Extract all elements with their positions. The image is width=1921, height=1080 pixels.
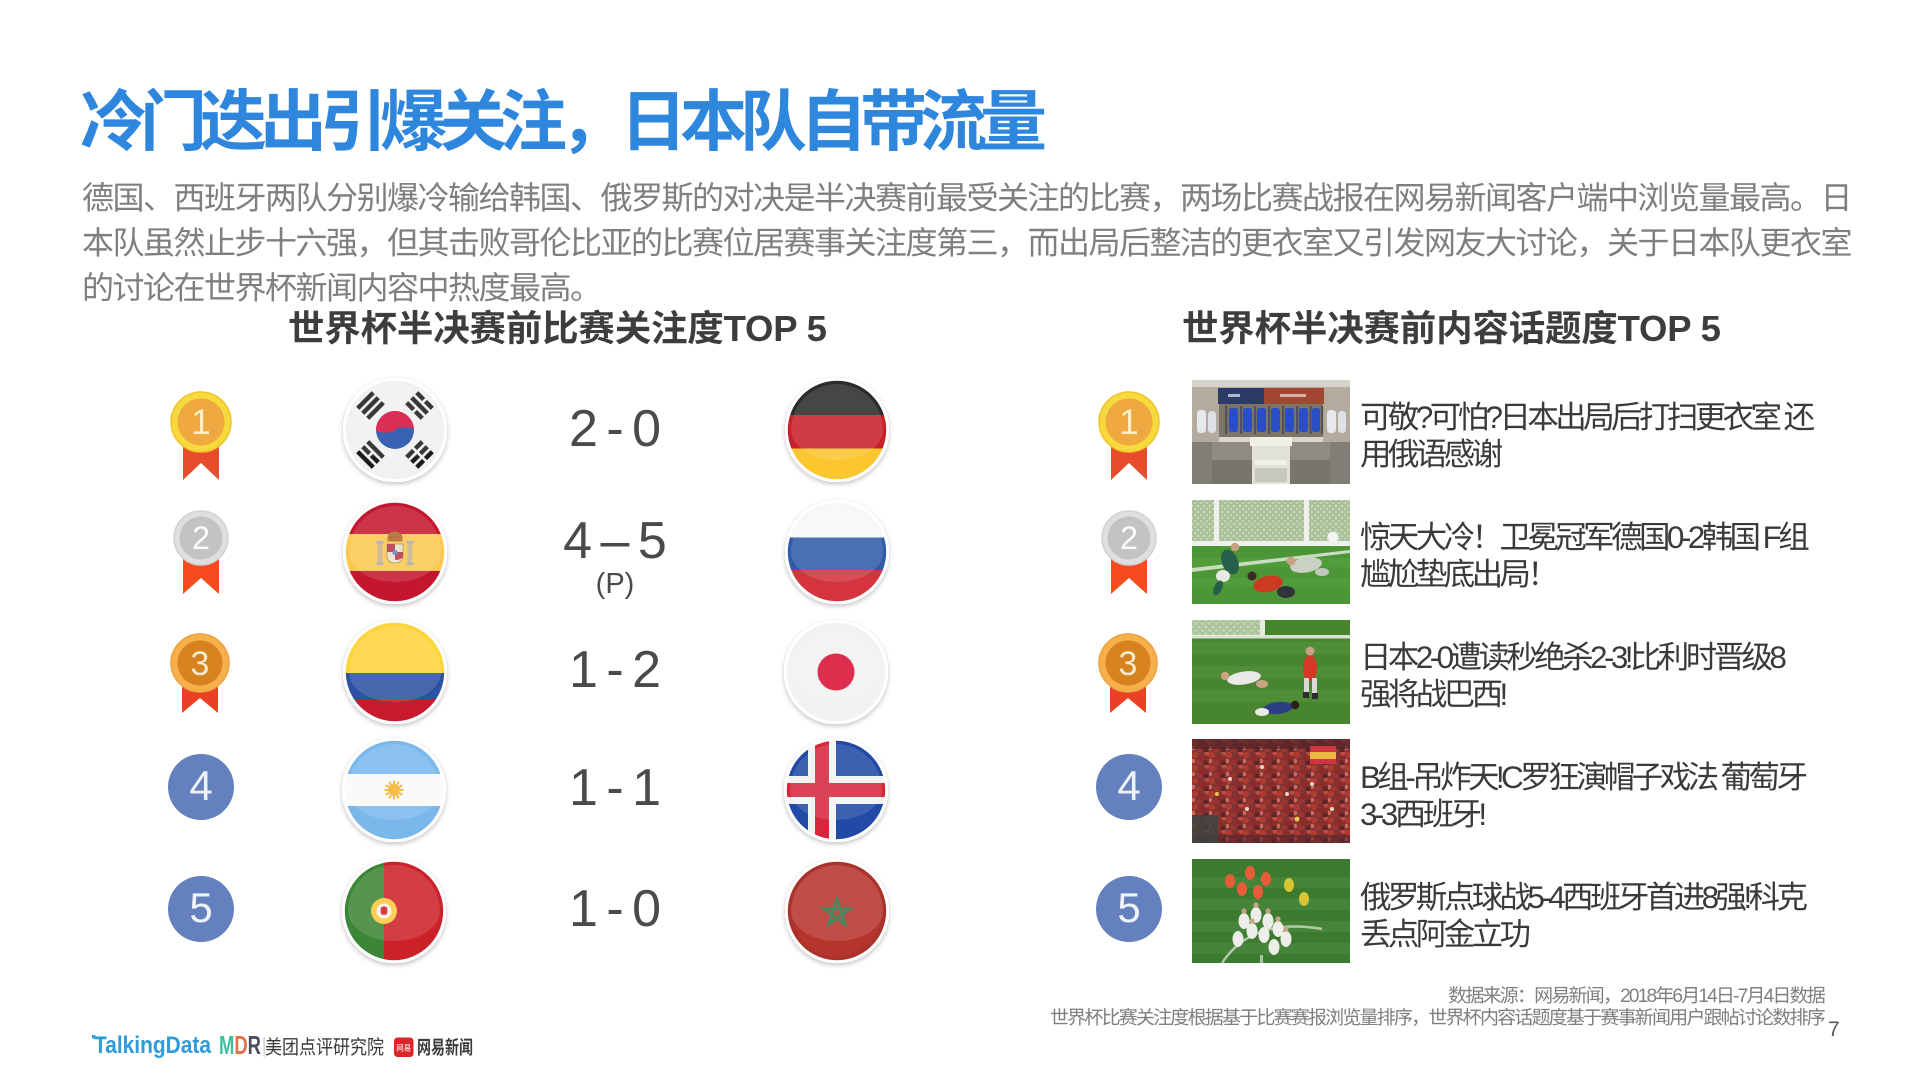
svg-text:网易: 网易 xyxy=(396,1043,411,1053)
svg-text:3: 3 xyxy=(191,645,210,683)
svg-text:网易新闻: 网易新闻 xyxy=(417,1037,473,1059)
svg-text:MDR: MDR xyxy=(219,1034,261,1060)
svg-text:1: 1 xyxy=(1119,403,1138,442)
svg-text:2: 2 xyxy=(1120,520,1138,556)
svg-text:1: 1 xyxy=(191,403,210,442)
svg-text:美团点评研究院: 美团点评研究院 xyxy=(265,1037,384,1059)
svg-text:3: 3 xyxy=(1119,645,1138,683)
svg-text:2: 2 xyxy=(192,520,210,556)
svg-text:TalkingData: TalkingData xyxy=(94,1034,212,1059)
